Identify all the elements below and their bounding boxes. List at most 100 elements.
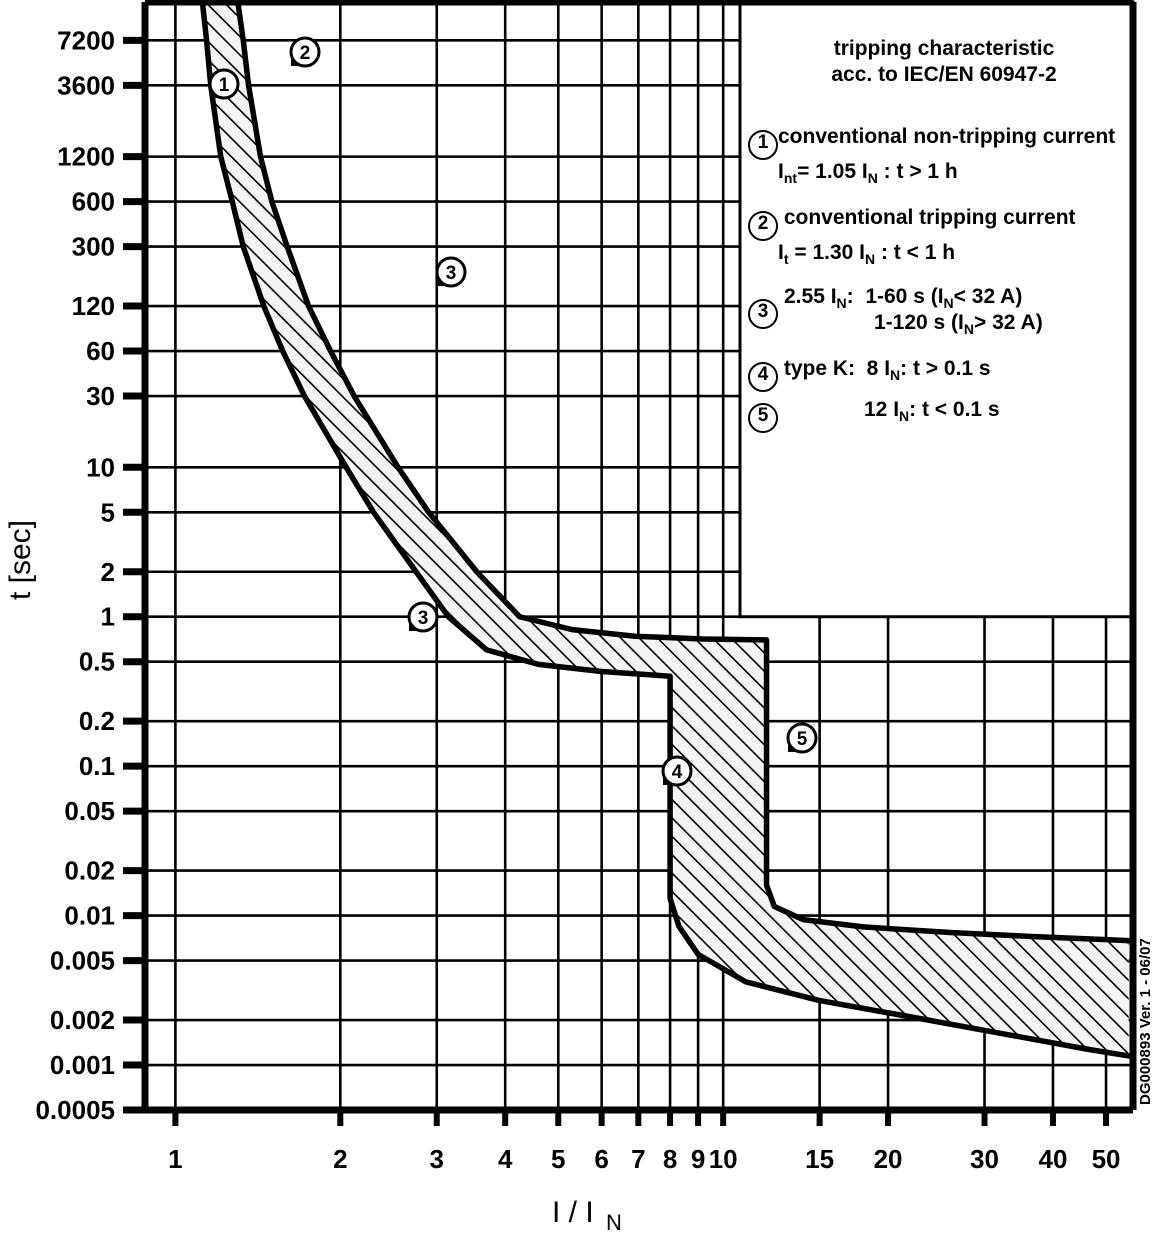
subscript: N [963, 320, 975, 337]
y-axis-tick-label: 0.05 [64, 796, 115, 826]
y-axis-tick-label: 7200 [57, 25, 115, 55]
legend-entry-1-heading: 1 conventional non-tripping current [748, 125, 1144, 160]
legend-entry-3: 3 2.55 IN: 1-60 s (IN< 32 A) 1-120 s (IN> … [748, 285, 1144, 337]
legend-title-line1: tripping characteristic [833, 37, 1055, 60]
legend-bullet-2: 2 [748, 210, 778, 241]
legend-entry-2-heading: 2 conventional tripping current [748, 206, 1144, 241]
callout-marker-2: 2 [289, 36, 321, 68]
y-axis-tick-label: 10 [86, 452, 115, 482]
legend-bullet-3: 3 [748, 298, 778, 329]
subscript: N [836, 294, 847, 311]
y-axis-tick-label: 0.002 [50, 1005, 115, 1035]
y-axis-tick-label: 5 [101, 497, 115, 527]
y-axis-tick-label: 30 [86, 381, 115, 411]
y-axis-tick-label: 1200 [57, 142, 115, 172]
callout-marker-3b: 3 [407, 601, 439, 633]
subscript: nt [783, 169, 798, 186]
legend-bullet-1: 1 [748, 129, 778, 160]
callout-markers: 1 2 3 3 4 5 [208, 36, 818, 787]
callout-marker-1: 1 [208, 68, 240, 100]
callout-circle [208, 68, 240, 100]
callout-number: 4 [672, 762, 683, 783]
callout-circle [289, 36, 321, 68]
legend-entry-1: 1 conventional non-tripping current Int= 1… [748, 125, 1144, 186]
x-axis-ticks: 1 2 3 4 5 6 7 8 9 10 15 20 30 40 50 [168, 1110, 1121, 1174]
y-axis-ticks: 7200 3600 1200 600 300 120 60 30 10 5 2 1 0.5 0.2 0.1 0… [35, 25, 145, 1125]
legend-entry-3-detail: 1-120 s (IN> 32 A) [874, 310, 1043, 337]
y-axis-tick-label: 0.02 [64, 856, 115, 886]
subscript: N [899, 407, 910, 424]
legend-title: tripping characteristic acc. to IEC/EN 60… [744, 36, 1144, 89]
legend-entry-5-heading: 5 12 IN: t < 0.1 s [748, 398, 1144, 433]
y-axis-title-text: t [sec] [4, 520, 37, 600]
callout-circle [661, 755, 693, 787]
legend-entry-3-bullet: 3 [748, 298, 778, 329]
legend-title-line2: acc. to IEC/EN 60947-2 [831, 63, 1057, 87]
x-axis-tick-label: 10 [709, 1144, 738, 1174]
legend-panel-background [738, 0, 1135, 619]
x-axis-tick-label: 40 [1038, 1144, 1067, 1174]
x-axis-tick-label: 50 [1092, 1144, 1121, 1174]
legend-entry-3-heading: 2.55 IN: 1-60 s (IN< 32 A) [784, 284, 1023, 311]
legend-bullet-4: 4 [748, 361, 778, 392]
callout-number: 3 [418, 608, 429, 629]
legend-entry-2: 2 conventional tripping current It = 1.30… [748, 206, 1144, 267]
band-upper-boundary [199, 2, 1132, 1059]
legend-entry-5: 5 12 IN: t < 0.1 s [748, 398, 1144, 433]
y-axis-tick-label: 0.01 [64, 901, 115, 931]
legend-entry-4-heading: 4 type K: 8 IN: t > 0.1 s [748, 357, 1144, 392]
y-axis-tick-label: 0.0005 [35, 1095, 115, 1125]
x-axis-tick-label: 20 [874, 1144, 903, 1174]
tripping-band [199, 2, 1132, 1059]
callout-circle [407, 601, 439, 633]
callout-marker-3: 3 [435, 256, 467, 288]
y-axis-tick-label: 0.005 [50, 946, 115, 976]
callout-number: 1 [219, 75, 230, 96]
x-axis-tick-label: 4 [498, 1144, 513, 1174]
version-code-text: DG000893 Ver. 1 - 06/07 [1137, 938, 1154, 1105]
callout-number: 5 [797, 729, 808, 750]
legend-box [738, 0, 1135, 619]
y-axis-title: t [sec] [4, 520, 37, 600]
legend-entry-1-formula: Int= 1.05 IN : t > 1 h [778, 159, 958, 186]
x-axis-tick-label: 2 [333, 1144, 347, 1174]
subscript: N [867, 169, 878, 186]
version-code: DG000893 Ver. 1 - 06/07 [1137, 938, 1154, 1105]
x-axis-tick-label: 9 [691, 1144, 705, 1174]
x-axis-tick-label: 1 [168, 1144, 182, 1174]
subscript: N [890, 366, 901, 383]
x-axis-tick-label: 7 [631, 1144, 645, 1174]
band-lower-boundary [235, 2, 1132, 944]
legend-entry-4: 4 type K: 8 IN: t > 0.1 s [748, 357, 1144, 392]
x-axis-tick-label: 3 [430, 1144, 444, 1174]
callout-number: 3 [446, 263, 457, 284]
legend-entry-2-formula: It = 1.30 IN : t < 1 h [778, 240, 956, 267]
x-axis-title-subscript-n: N [606, 1210, 622, 1235]
x-axis-tick-label: 8 [663, 1144, 677, 1174]
callout-number: 2 [300, 43, 311, 64]
legend-panel: tripping characteristic acc. to IEC/EN 60… [744, 8, 1144, 588]
y-axis-tick-label: 0.1 [79, 751, 115, 781]
subscript: N [943, 294, 954, 311]
y-axis-tick-label: 120 [72, 291, 115, 321]
x-axis-tick-label: 15 [805, 1144, 834, 1174]
x-axis-title-i: I / I [552, 1196, 594, 1229]
y-axis-tick-label: 0.001 [50, 1050, 115, 1080]
x-axis-tick-label: 30 [970, 1144, 999, 1174]
y-axis-tick-label: 1 [101, 602, 115, 632]
x-axis-title: I / I N [552, 1196, 622, 1235]
y-axis-tick-label: 0.5 [79, 647, 115, 677]
subscript: t [783, 250, 789, 267]
y-axis-tick-label: 60 [86, 336, 115, 366]
y-axis-tick-label: 300 [72, 232, 115, 262]
y-axis-tick-label: 2 [101, 557, 115, 587]
y-axis-tick-label: 0.2 [79, 706, 115, 736]
legend-bullet-5: 5 [748, 402, 778, 433]
x-axis-tick-label: 5 [551, 1144, 565, 1174]
x-axis-tick-label: 6 [594, 1144, 608, 1174]
y-axis-tick-label: 600 [72, 187, 115, 217]
y-axis-tick-label: 3600 [57, 70, 115, 100]
callout-circle [786, 722, 818, 754]
